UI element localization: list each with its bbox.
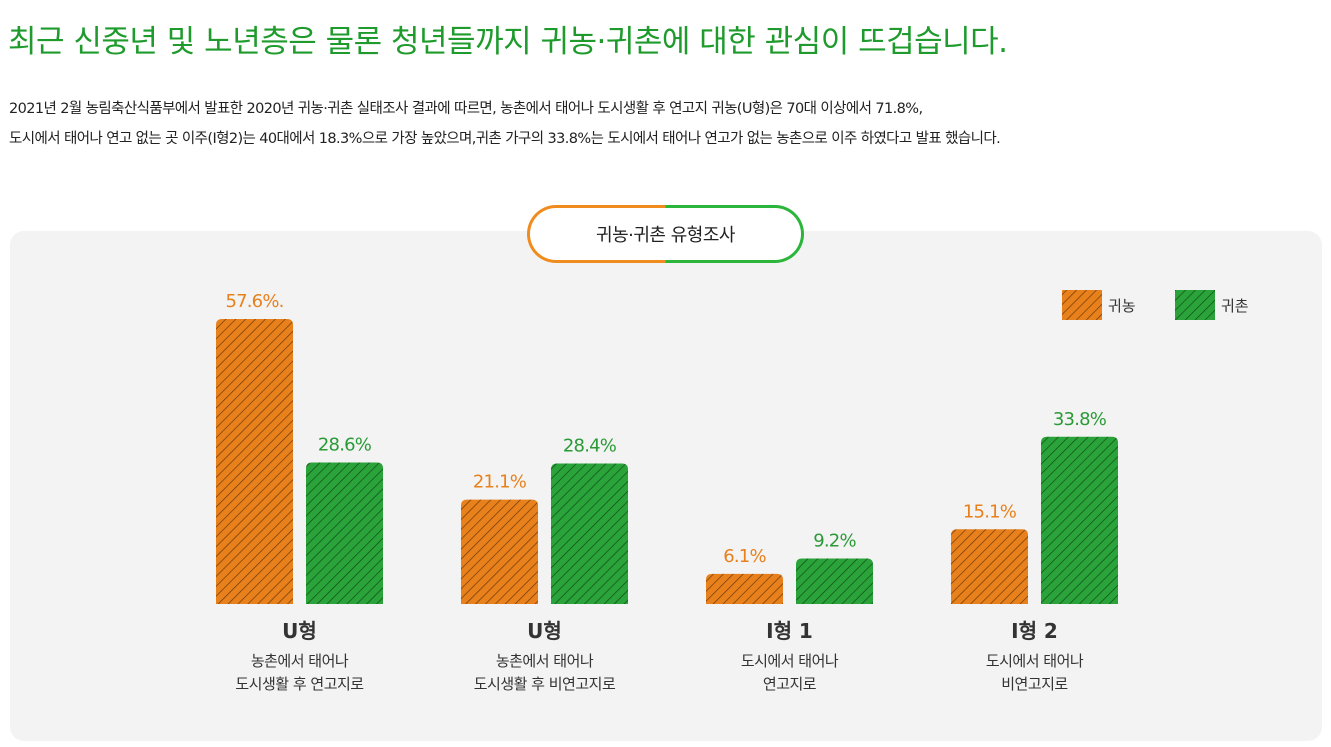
data-label-귀촌-4: 33.8%: [1053, 409, 1107, 430]
legend-label-귀농: 귀농: [1108, 297, 1136, 315]
description: 2021년 2월 농림축산식품부에서 발표한 2020년 귀농·귀촌 실태조사 …: [9, 94, 1319, 154]
data-label-귀촌-1: 28.6%: [318, 434, 372, 455]
category-desc-1-1: 농촌에서 태어나: [251, 652, 349, 670]
category-desc-1-2: 도시생활 후 연고지로: [235, 675, 364, 693]
bar-귀촌-2: [551, 463, 628, 604]
data-label-귀촌-2: 28.4%: [563, 435, 617, 456]
category-label-4: I형 2: [1011, 619, 1058, 643]
category-desc-3-2: 연고지로: [763, 675, 817, 693]
bar-귀농-2: [461, 499, 538, 604]
data-label-귀농-3: 6.1%: [723, 546, 766, 567]
description-line-1: 2021년 2월 농림축산식품부에서 발표한 2020년 귀농·귀촌 실태조사 …: [9, 101, 923, 117]
category-desc-4-2: 비연고지로: [1001, 675, 1068, 693]
description-line-2: 도시에서 태어나 연고 없는 곳 이주(I형2)는 40대에서 18.3%으로 …: [9, 131, 1001, 147]
bar-귀농-3: [706, 573, 783, 604]
category-label-1: U형: [282, 619, 317, 643]
bar-귀농-1: [216, 319, 293, 604]
data-label-귀농-2: 21.1%: [473, 472, 527, 493]
bar-귀촌-4: [1041, 436, 1118, 604]
bar-귀촌-3: [796, 558, 873, 604]
data-label-귀촌-3: 9.2%: [813, 530, 856, 551]
category-label-3: I형 1: [766, 619, 813, 643]
bar-귀농-4: [951, 529, 1028, 604]
data-label-귀농-4: 15.1%: [963, 501, 1017, 522]
bar-귀촌-1: [306, 462, 383, 604]
category-desc-2-1: 농촌에서 태어나: [496, 652, 594, 670]
legend-label-귀촌: 귀촌: [1221, 297, 1249, 315]
chart-title-badge: 귀농·귀촌 유형조사: [527, 205, 804, 263]
category-desc-4-1: 도시에서 태어나: [986, 652, 1084, 670]
legend-swatch-귀농: [1062, 290, 1102, 320]
chart-title: 귀농·귀촌 유형조사: [596, 225, 735, 246]
category-desc-3-1: 도시에서 태어나: [741, 652, 839, 670]
category-label-2: U형: [527, 619, 562, 643]
page-headline: 최근 신중년 및 노년층은 물론 청년들까지 귀농·귀촌에 대한 관심이 뜨겁습…: [8, 24, 1008, 60]
data-label-귀농-1: 57.6%.: [225, 291, 283, 312]
legend-swatch-귀촌: [1175, 290, 1215, 320]
category-desc-2-2: 도시생활 후 비연고지로: [474, 675, 616, 693]
